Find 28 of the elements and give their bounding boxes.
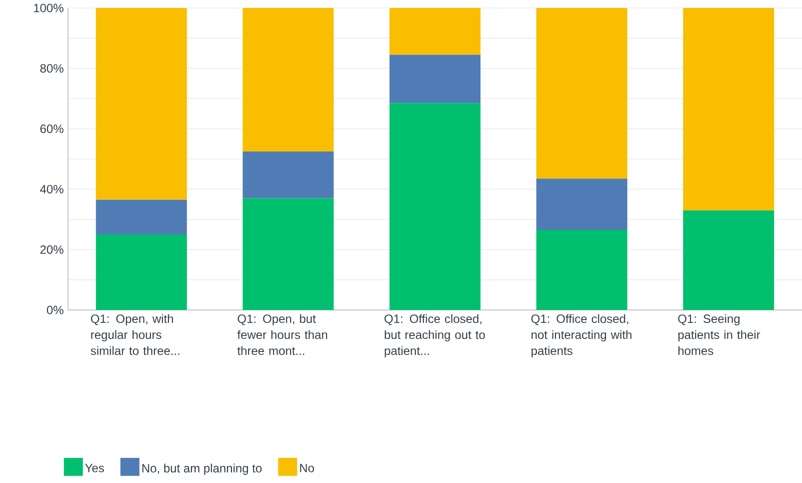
bar xyxy=(242,151,334,198)
bar xyxy=(390,54,481,104)
y-tick-label: 60% xyxy=(40,124,64,134)
legend-label: No, but am planning to xyxy=(142,464,262,475)
legend-label: No xyxy=(300,464,314,472)
x-tick-label: Q1: Office closed, but reaching out to patient... xyxy=(384,314,485,358)
legend-label: Yes xyxy=(85,464,104,472)
bar xyxy=(96,200,187,234)
x-tick-label: Q1: Open, with regular hours similar to three... xyxy=(90,314,180,356)
y-tick-label: 40% xyxy=(40,184,64,194)
x-tick-label: Q1: Open, but fewer hours than three mont... xyxy=(237,314,328,356)
bar xyxy=(390,8,481,55)
bar xyxy=(96,8,187,200)
bar xyxy=(536,178,628,230)
bar xyxy=(683,210,774,310)
bar xyxy=(536,230,628,310)
bar xyxy=(242,198,334,310)
y-tick-label: 100% xyxy=(34,4,64,12)
y-tick-label: 20% xyxy=(40,245,64,254)
bar xyxy=(683,8,774,210)
x-tick-label: Q1: Seeing patients in their homes xyxy=(678,314,760,356)
x-tick-label: Q1: Office closed, not interacting with patients xyxy=(531,314,632,358)
bar xyxy=(242,8,334,152)
bar xyxy=(390,103,481,310)
y-tick-label: 0% xyxy=(46,306,64,314)
bar xyxy=(96,234,187,310)
bar xyxy=(536,8,628,179)
y-tick-label: 80% xyxy=(40,64,64,73)
